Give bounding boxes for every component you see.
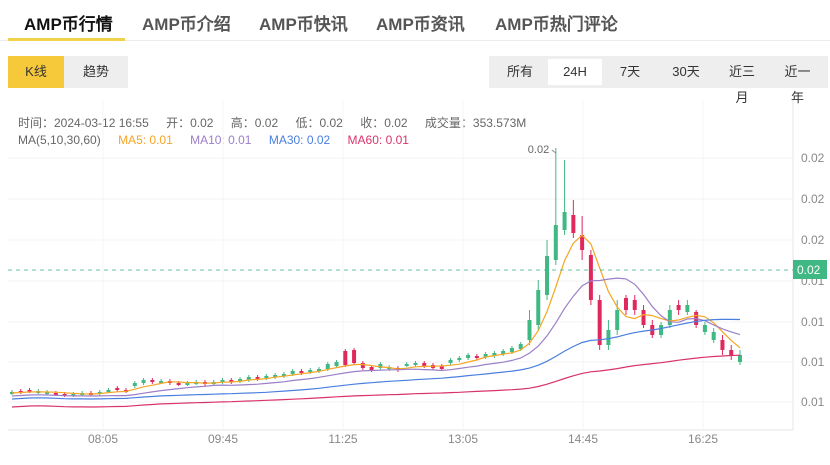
- ma60-value: MA60: 0.01: [347, 133, 409, 147]
- range-toggle: 所有 24H 7天 30天 近三月 近一年: [489, 56, 828, 105]
- max-price-label: 0.02: [528, 144, 549, 156]
- trend-button[interactable]: 趋势: [64, 56, 128, 88]
- ma5-value: MA5: 0.01: [118, 133, 173, 147]
- ma10-value: MA10: 0.01: [190, 133, 252, 147]
- ma-info: MA(5,10,30,60) MA5: 0.01 MA10: 0.01 MA30…: [18, 133, 423, 147]
- tab-news[interactable]: AMP币资讯: [376, 15, 465, 34]
- tab-intro[interactable]: AMP币介绍: [142, 15, 231, 34]
- y-tick-label: 0.01: [801, 355, 825, 369]
- ma30-value: MA30: 0.02: [268, 133, 331, 147]
- ohlc-time: 时间：2024-03-12 16:55: [18, 116, 149, 130]
- ohlc-volume: 成交量：353.573M: [424, 116, 527, 130]
- y-tick-label: 0.01: [801, 315, 825, 329]
- x-tick-label: 11:25: [328, 432, 357, 446]
- x-tick-label: 13:05: [448, 432, 478, 446]
- tab-market[interactable]: AMP币行情: [24, 15, 113, 34]
- range-1y-button[interactable]: 近一年: [784, 64, 811, 105]
- last-price-tag: 0.02: [797, 263, 821, 277]
- y-tick-label: 0.01: [801, 395, 825, 409]
- tab-flash[interactable]: AMP币快讯: [259, 15, 348, 34]
- y-tick-label: 0.02: [801, 233, 825, 247]
- y-tick-label: 0.02: [801, 192, 825, 206]
- y-tick-label: 0.02: [801, 151, 825, 165]
- kline-chart[interactable]: 0.02 0.02 0.02 0.01 0.01 0.01 0.01 08:05 09:45 11…: [8, 100, 830, 460]
- ohlc-low: 低：0.02: [295, 116, 343, 130]
- range-3m-button[interactable]: 近三月: [728, 64, 755, 105]
- chart-type-toggle: K线 趋势: [8, 56, 128, 88]
- range-30d-button[interactable]: 30天: [672, 64, 700, 79]
- range-7d-button[interactable]: 7天: [619, 64, 641, 79]
- x-tick-label: 09:45: [208, 432, 238, 446]
- ma-label: MA(5,10,30,60): [18, 133, 101, 147]
- active-tab-indicator: [8, 38, 125, 41]
- range-all-button[interactable]: 所有: [506, 64, 533, 79]
- ohlc-close: 收：0.02: [360, 116, 408, 130]
- ohlc-open: 开：0.02: [166, 116, 214, 130]
- tab-comments[interactable]: AMP币热门评论: [495, 15, 618, 34]
- ohlc-high: 高：0.02: [230, 116, 279, 130]
- x-tick-label: 08:05: [88, 432, 118, 446]
- x-tick-label: 16:25: [688, 432, 718, 446]
- tab-bar: AMP币行情 AMP币介绍 AMP币快讯 AMP币资讯 AMP币热门评论: [0, 0, 830, 41]
- kline-button[interactable]: K线: [8, 56, 64, 88]
- ohlc-info: 时间：2024-03-12 16:55 开：0.02 高：0.02 低：0.02…: [18, 114, 540, 131]
- range-24h-button[interactable]: 24H: [548, 59, 602, 85]
- x-tick-label: 14:45: [568, 432, 598, 446]
